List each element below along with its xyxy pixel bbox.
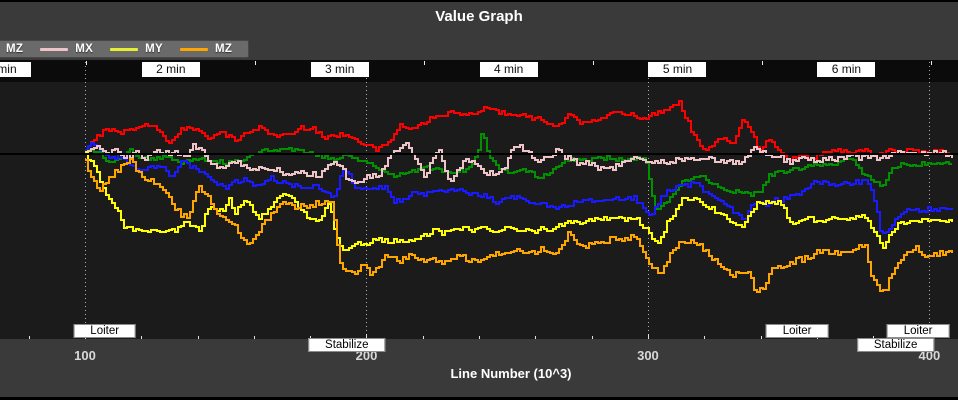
legend-swatch-icon — [179, 47, 208, 51]
axis-tick — [648, 334, 649, 342]
half-minute-tick — [762, 61, 763, 65]
legend-item-label: MZ — [6, 43, 24, 55]
x-axis-title: Line Number (10^3) — [450, 366, 572, 381]
time-marker-box: 4 min — [479, 62, 538, 77]
legend-item[interactable]: MZ — [0, 43, 23, 55]
axis-tick-label: 300 — [637, 348, 659, 363]
time-marker-box: 1 min — [0, 62, 31, 77]
legend-item[interactable]: MY — [110, 43, 163, 55]
series-line-MY — [85, 151, 953, 251]
x-axis-band — [0, 339, 958, 397]
legend-item-label: MX — [75, 43, 94, 55]
half-minute-tick — [424, 61, 425, 65]
axis-tick — [85, 334, 86, 342]
legend-swatch-icon — [40, 47, 69, 51]
series-line-MX — [85, 142, 953, 184]
title-band: Value Graph — [0, 2, 958, 34]
mode-label-box: Loiter — [886, 324, 950, 338]
half-minute-tick — [931, 61, 932, 65]
top-border — [0, 0, 958, 2]
series-line-unlabeled-0 — [85, 100, 953, 161]
half-minute-tick — [255, 61, 256, 65]
time-marker-box: 6 min — [817, 62, 876, 77]
time-marker-box: 3 min — [310, 62, 369, 77]
time-axis-band — [0, 60, 958, 82]
axis-tick-label: 100 — [74, 348, 96, 363]
series-line-unlabeled-1 — [85, 133, 952, 210]
mode-label-box: Stabilize — [856, 338, 935, 352]
legend-item[interactable]: MX — [40, 43, 93, 55]
legend-swatch-icon — [110, 47, 139, 51]
legend-bar: MZ MX MY MZ — [0, 40, 250, 58]
half-minute-tick — [593, 61, 594, 65]
page-title: Value Graph — [435, 8, 523, 25]
legend-item-label: MY — [145, 43, 163, 55]
mode-label-box: Loiter — [765, 324, 829, 338]
half-minute-tick — [86, 61, 87, 65]
plot-background — [0, 82, 958, 339]
legend-item[interactable]: MZ — [179, 43, 233, 55]
mode-label-box: Stabilize — [308, 338, 386, 352]
time-marker-box: 5 min — [648, 62, 707, 77]
zero-line — [0, 153, 958, 155]
series-line-MZ — [85, 158, 953, 293]
mode-label-box: Loiter — [73, 324, 137, 338]
time-marker-box: 2 min — [141, 62, 200, 77]
bottom-border — [0, 397, 958, 400]
legend-item-label: MZ — [214, 43, 233, 55]
series-line-unlabeled-2 — [85, 142, 953, 234]
